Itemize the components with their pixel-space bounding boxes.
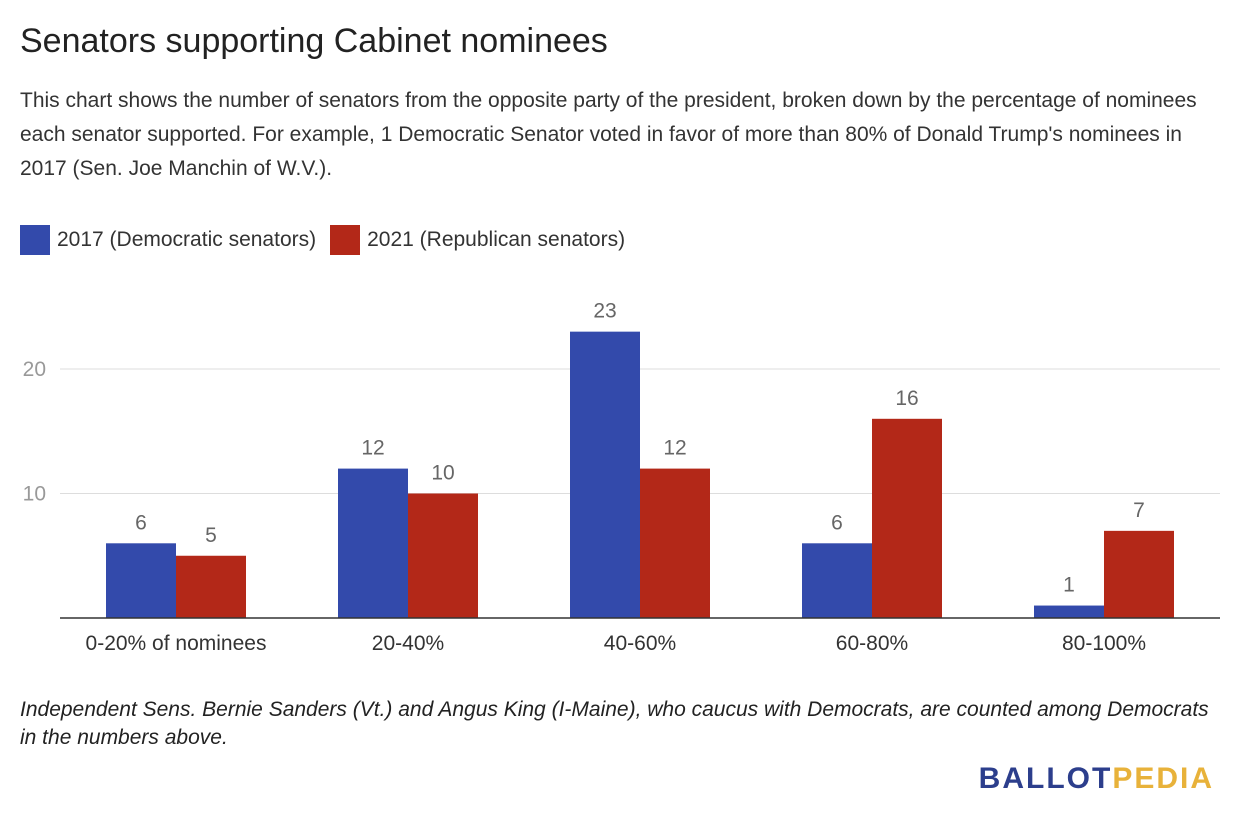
data-label: 6 xyxy=(135,511,147,534)
logo-text-pedia: PEDIA xyxy=(1112,762,1214,795)
y-tick-label: 20 xyxy=(23,358,46,381)
bar-2021 xyxy=(1104,530,1174,618)
bar-2017 xyxy=(106,543,176,618)
legend-label-2017: 2017 (Democratic senators) xyxy=(57,228,317,251)
logo-text-ballot: BALLOT xyxy=(978,762,1113,795)
data-label: 12 xyxy=(361,437,384,460)
chart-title: Senators supporting Cabinet nominees xyxy=(20,22,608,60)
x-tick-label: 0-20% of nominees xyxy=(86,632,267,655)
bar-2017 xyxy=(1034,605,1104,618)
legend-swatch-2021 xyxy=(330,225,361,255)
bar-2021 xyxy=(408,493,478,618)
data-label: 5 xyxy=(205,524,217,547)
x-tick-label: 80-100% xyxy=(1062,632,1146,655)
legend-item-2021: 2021 (Republican senators) xyxy=(330,225,625,255)
legend: 2017 (Democratic senators) 2021 (Republi… xyxy=(20,225,639,255)
legend-label-2021: 2021 (Republican senators) xyxy=(367,228,626,251)
bar-chart: 10 20 6 5 0-20% of nominees 12 10 20-40% 23 12 40-… xyxy=(23,300,1220,655)
data-label: 16 xyxy=(895,387,918,410)
legend-item-2017: 2017 (Democratic senators) xyxy=(20,225,316,255)
bar-2017 xyxy=(570,331,640,618)
x-tick-label: 20-40% xyxy=(372,632,444,655)
data-label: 23 xyxy=(593,300,616,323)
ballotpedia-logo: BALLOTPEDIA xyxy=(979,762,1214,796)
legend-swatch-2017 xyxy=(20,225,50,255)
x-tick-label: 60-80% xyxy=(836,632,908,655)
bar-2017 xyxy=(338,468,408,618)
footnote: Independent Sens. Bernie Sanders (Vt.) a… xyxy=(20,698,1209,749)
data-label: 1 xyxy=(1063,574,1075,597)
y-tick-label: 10 xyxy=(23,483,46,506)
data-label: 12 xyxy=(663,437,686,460)
bar-2017 xyxy=(802,543,872,618)
bar-2021 xyxy=(176,555,246,618)
data-label: 7 xyxy=(1133,499,1145,522)
chart-subtitle: This chart shows the number of senators … xyxy=(20,89,1197,180)
data-label: 6 xyxy=(831,511,843,534)
bar-2021 xyxy=(640,468,710,618)
bar-2021 xyxy=(872,418,942,618)
x-tick-label: 40-60% xyxy=(604,632,676,655)
data-label: 10 xyxy=(431,462,454,485)
